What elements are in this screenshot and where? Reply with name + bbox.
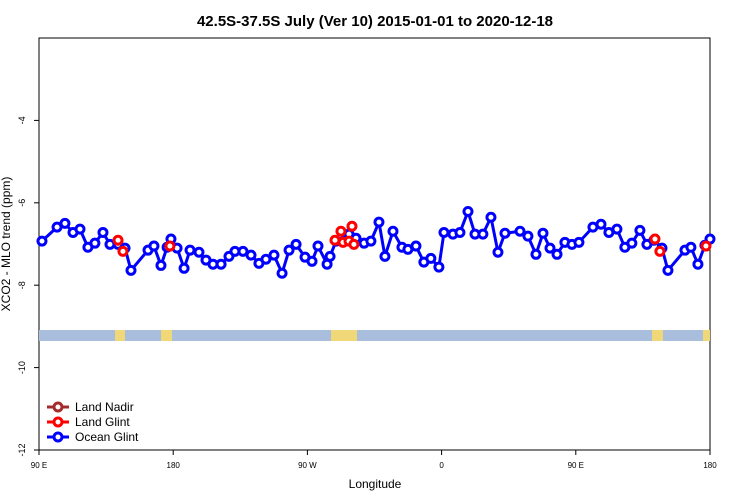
legend-label: Land Glint xyxy=(75,415,130,429)
legend-label: Ocean Glint xyxy=(75,430,139,444)
data-point xyxy=(626,237,638,249)
data-point xyxy=(387,225,399,237)
y-tick-label: -12 xyxy=(17,443,27,456)
land-patch xyxy=(331,330,357,341)
data-point xyxy=(306,255,318,267)
land-patch xyxy=(115,330,125,341)
data-point xyxy=(425,252,437,264)
data-point xyxy=(276,267,288,279)
legend-marker xyxy=(52,431,64,443)
x-tick-label: 180 xyxy=(703,461,717,470)
data-point xyxy=(36,235,48,247)
data-point xyxy=(438,226,450,238)
data-point xyxy=(654,245,666,257)
land-patch xyxy=(703,330,710,341)
data-point xyxy=(551,248,563,260)
legend-marker xyxy=(52,416,64,428)
data-point xyxy=(193,246,205,258)
data-point xyxy=(215,258,227,270)
chart-title: 42.5S-37.5S July (Ver 10) 2015-01-01 to … xyxy=(197,13,553,30)
data-point xyxy=(492,246,504,258)
data-point xyxy=(544,242,556,254)
data-point xyxy=(514,225,526,237)
data-point xyxy=(365,235,377,247)
data-point xyxy=(477,228,489,240)
data-point xyxy=(685,241,697,253)
land-patch xyxy=(161,330,172,341)
y-tick-label: -6 xyxy=(17,199,27,207)
data-point xyxy=(573,236,585,248)
data-point xyxy=(348,238,360,250)
data-point xyxy=(245,249,257,261)
data-point xyxy=(178,262,190,274)
data-point xyxy=(700,240,712,252)
y-tick-label: -10 xyxy=(17,361,27,374)
data-point xyxy=(335,225,347,237)
data-point xyxy=(97,226,109,238)
data-point xyxy=(433,261,445,273)
x-tick-label: 90 W xyxy=(298,461,317,470)
data-point xyxy=(164,240,176,252)
data-point xyxy=(155,259,167,271)
land-ocean-strip xyxy=(39,330,710,341)
data-point xyxy=(522,230,534,242)
data-point xyxy=(117,245,129,257)
data-point xyxy=(283,244,295,256)
data-point xyxy=(454,226,466,238)
x-axis-label: Longitude xyxy=(349,477,402,491)
data-point xyxy=(595,218,607,230)
legend-label: Land Nadir xyxy=(75,400,134,414)
data-point xyxy=(89,237,101,249)
data-point xyxy=(649,233,661,245)
data-point xyxy=(485,211,497,223)
data-point xyxy=(379,250,391,262)
ocean-band xyxy=(39,330,710,341)
data-point xyxy=(662,264,674,276)
x-tick-label: 180 xyxy=(167,461,181,470)
data-point xyxy=(324,250,336,262)
data-point xyxy=(148,240,160,252)
data-point xyxy=(499,227,511,239)
data-point xyxy=(410,240,422,252)
data-point xyxy=(260,253,272,265)
data-point xyxy=(462,205,474,217)
data-point xyxy=(692,258,704,270)
data-point xyxy=(634,224,646,236)
data-point xyxy=(611,223,623,235)
data-point xyxy=(530,248,542,260)
data-point xyxy=(112,234,124,246)
data-point xyxy=(373,216,385,228)
data-point xyxy=(268,249,280,261)
data-point xyxy=(184,244,196,256)
data-point xyxy=(290,238,302,250)
y-tick-label: -4 xyxy=(17,116,27,124)
x-tick-label: 0 xyxy=(439,461,444,470)
data-point xyxy=(74,223,86,235)
data-point xyxy=(125,264,137,276)
data-point xyxy=(312,240,324,252)
data-point xyxy=(346,220,358,232)
data-point xyxy=(59,217,71,229)
y-axis-label: XCO2 - MLO trend (ppm) xyxy=(0,177,13,312)
x-tick-label: 90 E xyxy=(31,461,47,470)
land-patch xyxy=(652,330,663,341)
legend-marker xyxy=(52,401,64,413)
data-point xyxy=(537,227,549,239)
y-tick-label: -8 xyxy=(17,281,27,289)
x-tick-label: 90 E xyxy=(568,461,584,470)
